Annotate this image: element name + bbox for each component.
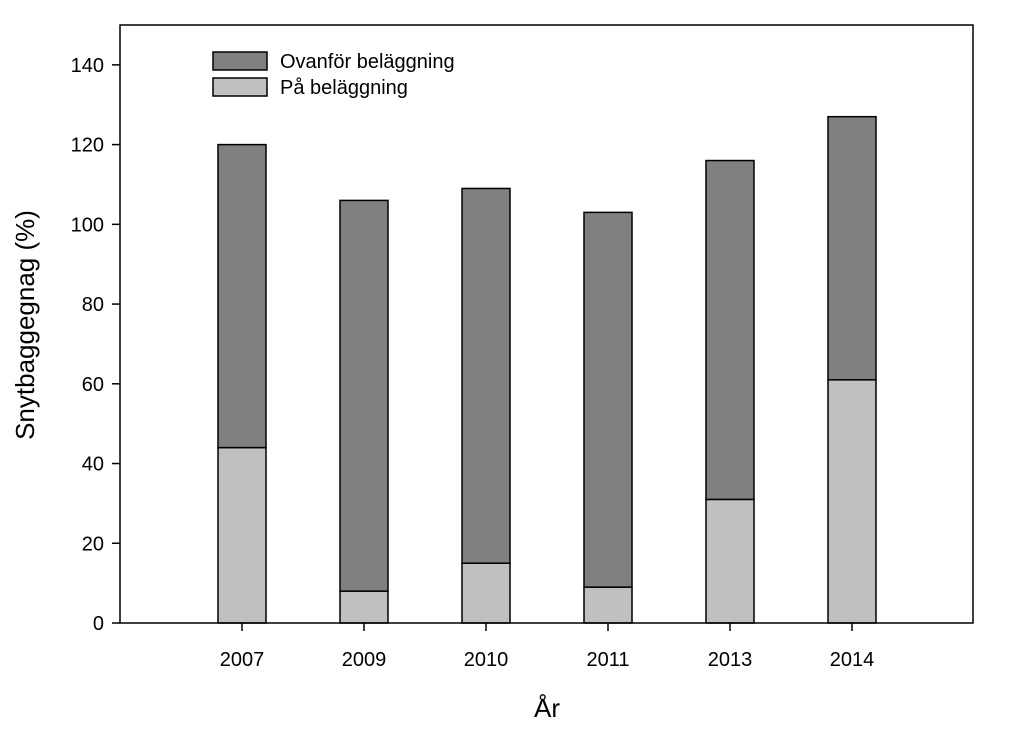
y-tick-label-40: 40: [82, 454, 104, 476]
bar-pa-belaggning-2014: [827, 379, 877, 624]
x-tick-label-2011: 2011: [586, 649, 629, 671]
y-tick-label-0: 0: [93, 613, 104, 635]
y-tick-label-140: 140: [71, 55, 104, 77]
ticks-layer: 2007 2009 2010 2011 2013 2014 0 20 40 60 80 100 120 1…: [71, 55, 875, 671]
bar-pa-belaggning-2010: [461, 562, 511, 624]
y-tick-label-60: 60: [82, 374, 104, 396]
bar-pa-belaggning-2011: [583, 586, 633, 624]
bar-ovanfor-belaggning-2011: [583, 211, 633, 588]
bar-pa-belaggning-2007: [217, 446, 267, 624]
x-tick-label-2010: 2010: [464, 649, 509, 671]
x-tick-label-2009: 2009: [342, 649, 387, 671]
bars-layer: [217, 115, 877, 624]
y-tick-label-120: 120: [71, 135, 104, 157]
plot-frame: [119, 24, 974, 624]
bar-pa-belaggning-2013: [705, 498, 755, 624]
bar-ovanfor-belaggning-2013: [705, 159, 755, 501]
bar-ovanfor-belaggning-2009: [339, 199, 389, 592]
y-axis-label: Snytbaggegnag (%): [10, 210, 40, 440]
bar-ovanfor-belaggning-2007: [217, 143, 267, 449]
bar-ovanfor-belaggning-2014: [827, 115, 877, 381]
x-axis-label: År: [534, 693, 560, 723]
x-tick-label-2014: 2014: [830, 649, 875, 671]
legend-swatch-pa-belaggning: [212, 77, 268, 97]
legend-label-pa-belaggning: På beläggning: [280, 77, 408, 99]
x-tick-label-2013: 2013: [708, 649, 753, 671]
x-tick-label-2007: 2007: [220, 649, 265, 671]
y-tick-label-80: 80: [82, 294, 104, 316]
y-tick-label-100: 100: [71, 214, 104, 236]
bar-ovanfor-belaggning-2010: [461, 187, 511, 564]
legend-swatch-ovanfor-belaggning: [212, 51, 268, 71]
bar-pa-belaggning-2009: [339, 590, 389, 624]
legend: Ovanför beläggning På beläggning: [212, 51, 455, 99]
legend-label-ovanfor-belaggning: Ovanför beläggning: [280, 51, 455, 73]
y-tick-label-20: 20: [82, 533, 104, 555]
